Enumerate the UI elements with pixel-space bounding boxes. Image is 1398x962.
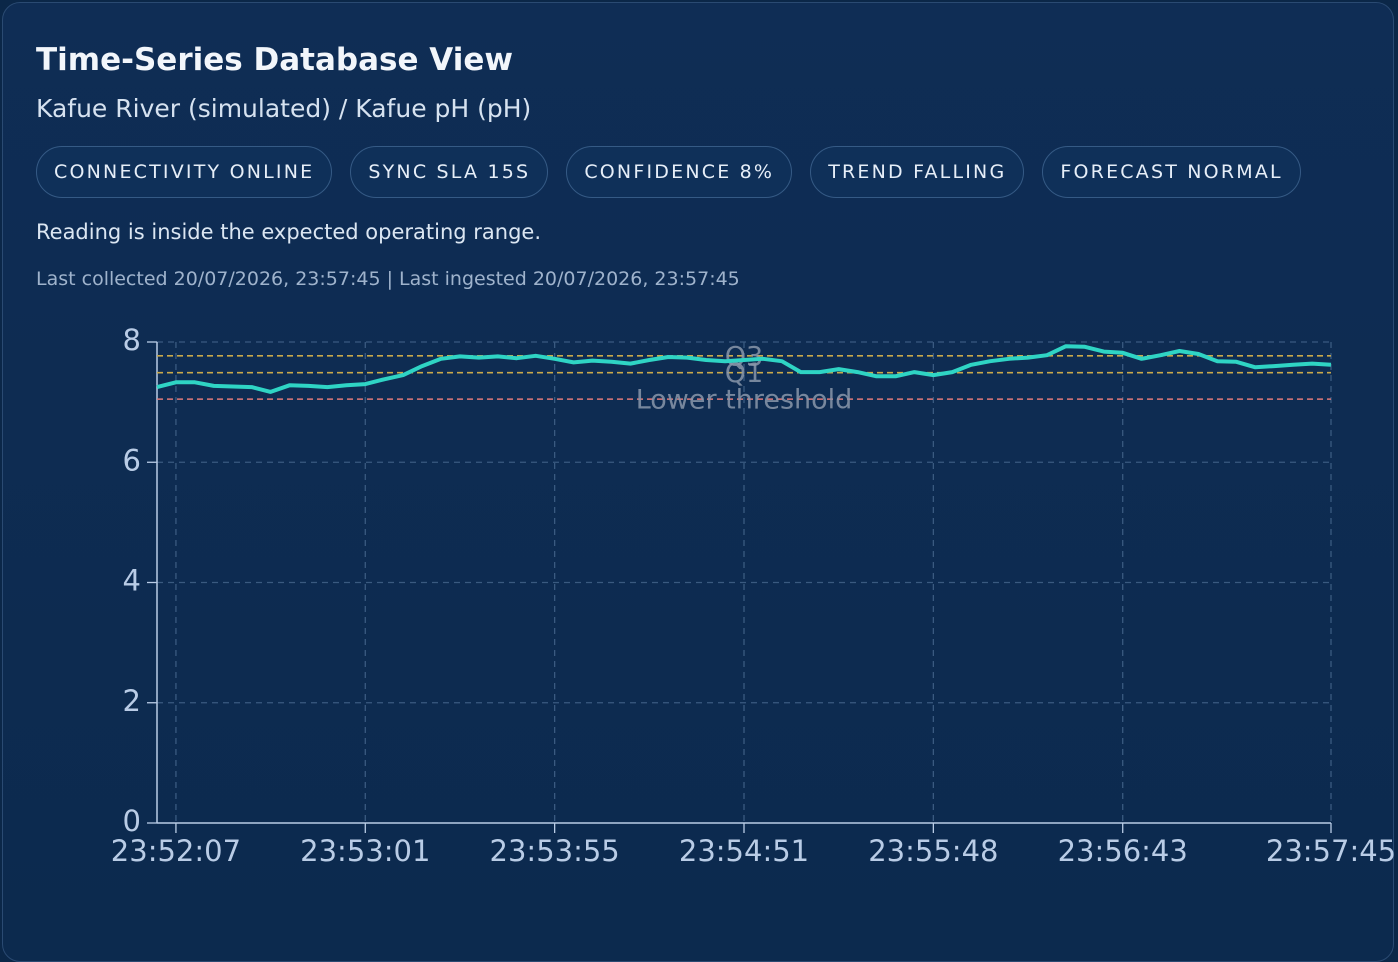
reference-label: Q1	[725, 358, 763, 389]
title: Time-Series Database View	[36, 42, 514, 78]
x-tick-label: 23:52:07	[111, 834, 241, 868]
reference-label: Q3	[725, 341, 763, 372]
x-tick-label: 23:53:55	[490, 834, 620, 868]
y-tick-label: 4	[123, 564, 141, 598]
x-tick-label: 23:55:48	[868, 834, 998, 868]
reference-label: Lower threshold	[636, 385, 853, 416]
y-tick-label: 6	[123, 443, 141, 477]
y-tick-label: 0	[123, 804, 141, 838]
y-tick-label: 8	[123, 323, 141, 357]
x-tick-label: 23:54:51	[679, 834, 809, 868]
badge: CONFIDENCE 8%	[566, 146, 793, 198]
series-line	[156, 344, 1332, 394]
badge: SYNC SLA 15S	[350, 146, 549, 198]
x-tick-label: 23:56:43	[1058, 834, 1188, 868]
badges: CONNECTIVITY ONLINE SYNC SLA 15S CONFIDENC…	[36, 146, 1301, 198]
message: Reading is inside the expected operating…	[36, 220, 542, 244]
badge: FORECAST NORMAL	[1042, 146, 1301, 198]
badge: TREND FALLING	[810, 146, 1025, 198]
subtitle: Kafue River (simulated) / Kafue pH (pH)	[36, 94, 532, 123]
badge: CONNECTIVITY ONLINE	[36, 146, 333, 198]
y-tick-label: 2	[123, 684, 141, 718]
timestamps: Last collected 20/07/2026, 23:57:45 | La…	[36, 268, 740, 290]
x-tick-label: 23:57:45	[1266, 834, 1396, 868]
x-tick-label: 23:53:01	[300, 834, 430, 868]
